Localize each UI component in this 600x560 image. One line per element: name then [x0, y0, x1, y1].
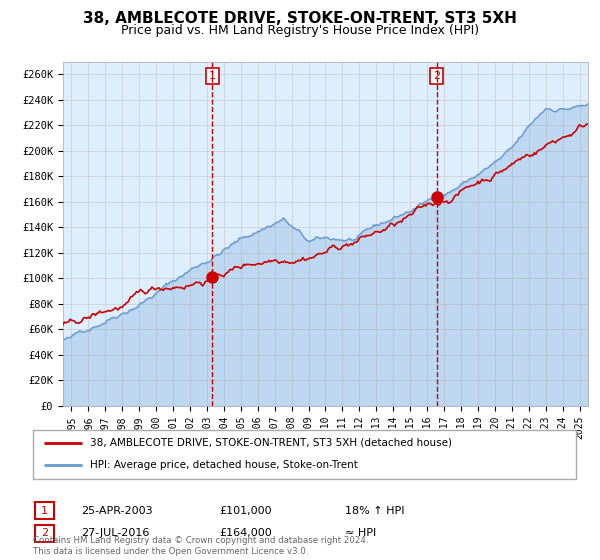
- Text: Contains HM Land Registry data © Crown copyright and database right 2024.
This d: Contains HM Land Registry data © Crown c…: [33, 536, 368, 556]
- Text: 25-APR-2003: 25-APR-2003: [81, 506, 152, 516]
- Text: 2: 2: [41, 528, 48, 538]
- FancyBboxPatch shape: [33, 430, 576, 479]
- Text: 38, AMBLECOTE DRIVE, STOKE-ON-TRENT, ST3 5XH: 38, AMBLECOTE DRIVE, STOKE-ON-TRENT, ST3…: [83, 11, 517, 26]
- Text: 27-JUL-2016: 27-JUL-2016: [81, 528, 149, 538]
- Text: HPI: Average price, detached house, Stoke-on-Trent: HPI: Average price, detached house, Stok…: [90, 460, 358, 470]
- Text: Price paid vs. HM Land Registry's House Price Index (HPI): Price paid vs. HM Land Registry's House …: [121, 24, 479, 36]
- Text: 2: 2: [433, 71, 440, 81]
- FancyBboxPatch shape: [35, 525, 54, 542]
- Text: 1: 1: [209, 71, 216, 81]
- Text: £164,000: £164,000: [219, 528, 272, 538]
- Text: 18% ↑ HPI: 18% ↑ HPI: [345, 506, 404, 516]
- Text: £101,000: £101,000: [219, 506, 272, 516]
- FancyBboxPatch shape: [35, 502, 54, 519]
- Text: ≈ HPI: ≈ HPI: [345, 528, 376, 538]
- Text: 38, AMBLECOTE DRIVE, STOKE-ON-TRENT, ST3 5XH (detached house): 38, AMBLECOTE DRIVE, STOKE-ON-TRENT, ST3…: [90, 438, 452, 448]
- Text: 1: 1: [41, 506, 48, 516]
